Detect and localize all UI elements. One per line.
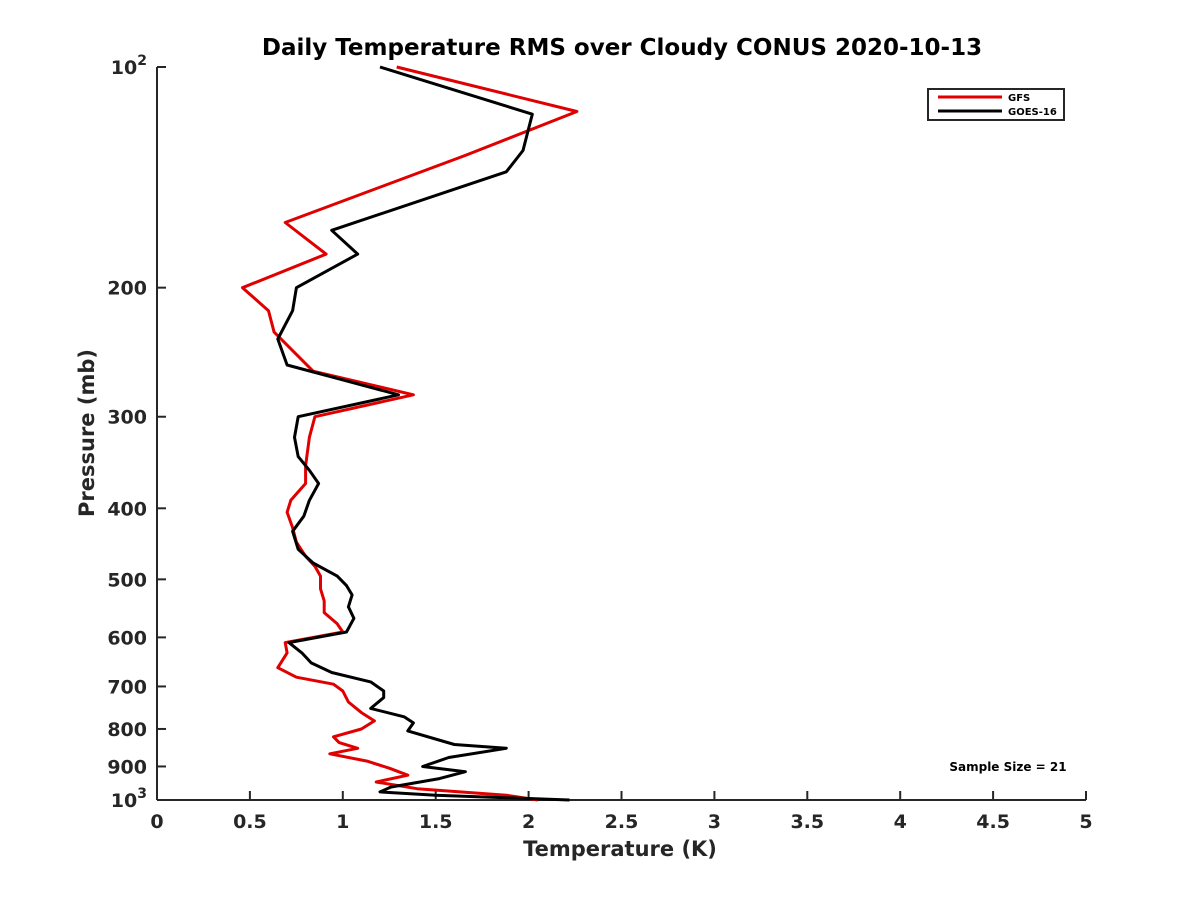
x-tick-label: 5: [1079, 811, 1092, 833]
series-line-goes-16: [276, 65, 570, 802]
chart-title: Daily Temperature RMS over Cloudy CONUS …: [262, 35, 982, 61]
y-tick-label: 800: [107, 719, 147, 741]
series-line-gfs: [241, 65, 579, 802]
x-tick-label: 3: [708, 811, 721, 833]
y-tick-label: 103: [111, 786, 147, 812]
y-tick-label: 200: [107, 278, 147, 300]
sample-size-annotation: Sample Size = 21: [949, 760, 1066, 774]
y-tick-label: 102: [111, 53, 147, 79]
x-tick-label: 2.5: [605, 811, 639, 833]
x-tick-label: 0.5: [233, 811, 267, 833]
x-tick-label: 1: [336, 811, 349, 833]
x-tick-label: 4.5: [976, 811, 1010, 833]
legend-label: GOES-16: [1008, 107, 1057, 118]
x-tick-label: 1.5: [419, 811, 453, 833]
y-tick-label: 300: [107, 407, 147, 429]
x-axis-title: Temperature (K): [523, 837, 717, 861]
plot-area: 0 0.5 1 1.5 2 2.5 3 3.5 4 4.5 5 102 200 300 400 500 600 7…: [107, 53, 1092, 833]
y-tick-label: 400: [107, 498, 147, 520]
x-tick-label: 4: [894, 811, 907, 833]
x-tick-label: 2: [522, 811, 535, 833]
x-tick-label: 0: [150, 811, 163, 833]
y-tick-label: 700: [107, 676, 147, 698]
y-tick-label: 900: [107, 756, 147, 778]
y-axis-title: Pressure (mb): [75, 349, 99, 517]
legend-label: GFS: [1008, 93, 1030, 104]
legend-box: [927, 88, 1065, 121]
legend: GFS GOES-16: [927, 88, 1065, 121]
y-tick-label: 600: [107, 627, 147, 649]
y-tick-label: 500: [107, 569, 147, 591]
x-tick-label: 3.5: [790, 811, 824, 833]
